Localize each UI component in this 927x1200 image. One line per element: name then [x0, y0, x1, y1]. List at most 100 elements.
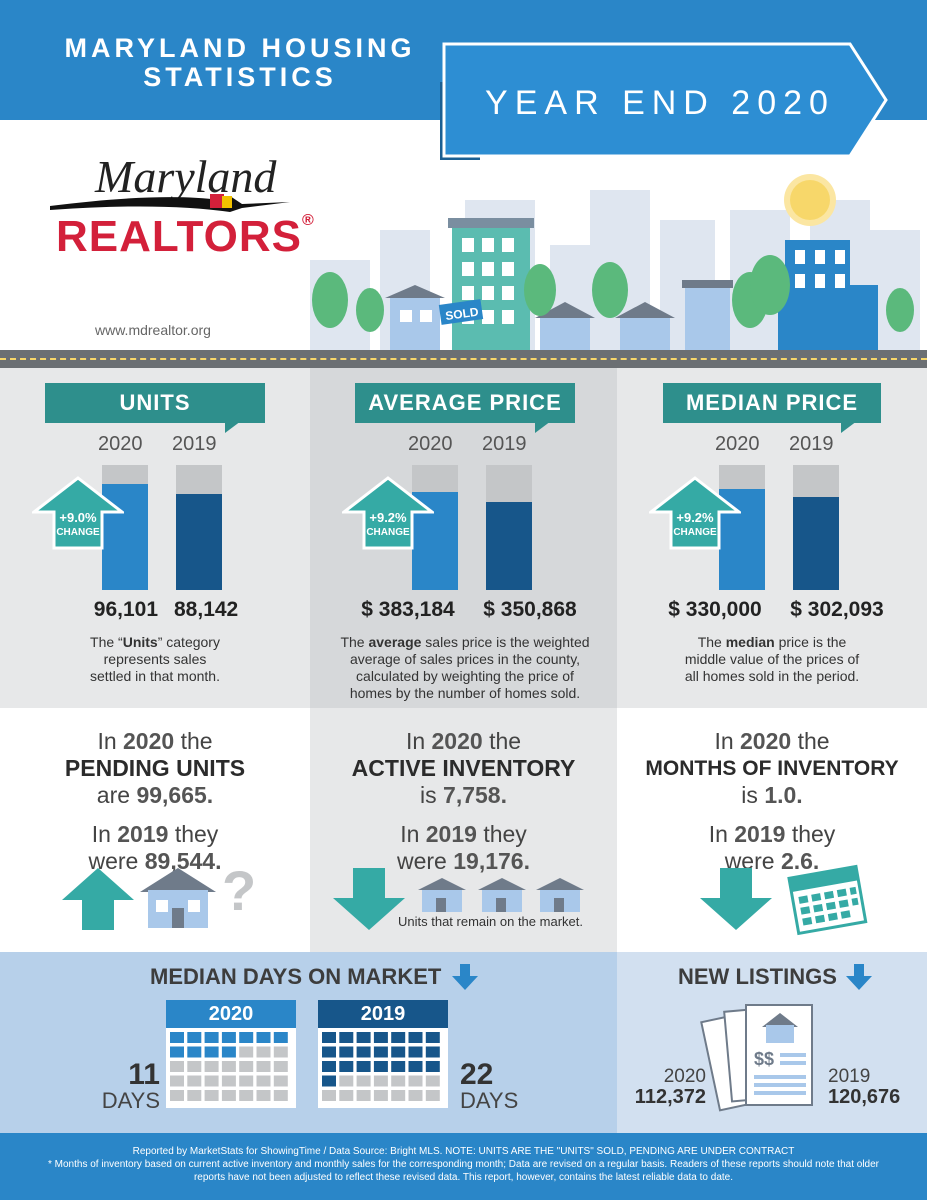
stat-year-2020-2: 2020	[715, 433, 760, 455]
calendar-day	[373, 1061, 388, 1072]
calendar-day	[425, 1090, 440, 1101]
days-on-market-title: MEDIAN DAYS ON MARKET	[150, 964, 442, 989]
calendar-day	[356, 1090, 371, 1101]
new-listings-title: NEW LISTINGS	[678, 964, 837, 989]
calendar-day	[339, 1061, 354, 1072]
stat-desc-line-1-3: homes by the number of homes sold.	[349, 685, 581, 701]
middle-line5-2: were 2.6.	[724, 848, 820, 874]
stat-desc-line-2-0: The median price is the	[697, 634, 847, 650]
calendar-day	[408, 1046, 423, 1058]
stat-value-2020-1: $ 383,184	[361, 598, 455, 621]
change-text-0: +9.0% CHANGE	[56, 510, 100, 538]
days-2019-value: 22	[460, 1058, 494, 1091]
calendar-2019-grid	[322, 1032, 440, 1101]
middle-block-2: In 2020 the MONTHS OF INVENTORY is 1.0. …	[617, 728, 927, 875]
calendar-day	[204, 1061, 219, 1072]
calendar-day	[356, 1061, 371, 1072]
median-price-panel	[617, 368, 927, 708]
svg-text:$$: $$	[754, 1049, 774, 1069]
change-up-arrow-icon-0	[32, 476, 124, 550]
calendar-day	[425, 1061, 440, 1072]
stat-year-2019-2: 2019	[789, 433, 834, 455]
units-panel	[0, 368, 310, 708]
down-arrow-icon	[333, 868, 405, 930]
logo-swoosh	[50, 194, 290, 212]
calendar-day	[239, 1032, 254, 1043]
calendar-day	[273, 1090, 288, 1101]
calendar-day	[356, 1075, 371, 1087]
days-2020-value: 11	[128, 1058, 160, 1091]
calendar-day	[187, 1061, 202, 1072]
logo-main-text: REALTORS®	[56, 212, 315, 261]
calendar-day	[221, 1090, 236, 1101]
days-2020-unit: DAYS	[101, 1088, 160, 1113]
calendar-day	[339, 1090, 354, 1101]
calendar-day	[356, 1032, 371, 1043]
calendar-day	[339, 1046, 354, 1058]
footer-line-2: * Months of inventory based on current a…	[47, 1159, 880, 1170]
up-arrow-icon	[62, 868, 134, 930]
middle-line2-0: PENDING UNITS	[64, 755, 246, 781]
stat-value-2019-1: $ 350,868	[483, 598, 577, 621]
stat-value-2020-2: $ 330,000	[668, 598, 762, 621]
stat-desc-line-1-0: The average sales price is the weighted	[340, 634, 590, 650]
calendar-day	[221, 1075, 236, 1087]
calendar-day	[373, 1032, 388, 1043]
calendar-day	[339, 1075, 354, 1087]
stat-desc-line-2-2: all homes sold in the period.	[684, 668, 860, 684]
middle-line4-0: In 2019 they	[91, 821, 219, 847]
calendar-day	[187, 1046, 202, 1058]
calendar-day	[425, 1032, 440, 1043]
listings-2019-year: 2019	[828, 1066, 871, 1087]
calendar-day	[239, 1075, 254, 1087]
calendar-day	[391, 1075, 406, 1087]
houses-row-icon	[418, 878, 584, 912]
middle-line1-2: In 2020 the	[714, 728, 830, 754]
calendar-day	[204, 1090, 219, 1101]
change-text-1: +9.2% CHANGE	[366, 510, 410, 538]
middle-line5-1: were 19,176.	[397, 848, 530, 874]
calendar-day	[170, 1075, 184, 1087]
website-link[interactable]: www.mdrealtor.org	[95, 322, 211, 338]
middle-block-1: In 2020 the ACTIVE INVENTORY is 7,758. I…	[310, 728, 617, 875]
calendar-day	[408, 1090, 423, 1101]
calendar-day	[391, 1090, 406, 1101]
question-mark-icon: ?	[222, 859, 257, 922]
stat-description-1: The average sales price is the weighted a…	[320, 634, 610, 702]
calendar-day	[187, 1032, 202, 1043]
days-2019-unit: DAYS	[460, 1088, 519, 1113]
stat-bar-2019-2	[793, 497, 839, 590]
calendar-day	[239, 1090, 254, 1101]
middle-line1-1: In 2020 the	[405, 728, 522, 754]
calendar-day	[170, 1090, 184, 1101]
calendar-day	[322, 1046, 336, 1058]
city-skyline-illustration: SOLD	[290, 174, 927, 368]
stat-description-0: The “Units” category represents sales sett…	[10, 634, 300, 685]
title-line-2: STATISTICS	[143, 62, 337, 92]
road-line	[0, 358, 927, 360]
stat-desc-line-0-2: settled in that month.	[90, 668, 220, 684]
listings-2020-value: 112,372	[634, 1086, 706, 1108]
calendar-2020-grid	[170, 1032, 288, 1101]
title-line-1: MARYLAND HOUSING	[64, 33, 416, 63]
calendar-day	[204, 1075, 219, 1087]
sold-sign-text: SOLD	[444, 305, 479, 324]
calendar-day	[204, 1032, 219, 1043]
stat-value-2019-2: $ 302,093	[790, 598, 884, 621]
middle-note-1: Units that remain on the market.	[398, 914, 583, 929]
months-inventory-panel	[617, 708, 927, 952]
stat-desc-line-1-2: calculated by weighting the price of	[356, 668, 574, 684]
calendar-day	[221, 1061, 236, 1072]
listing-documents-icon: $$	[700, 1004, 813, 1112]
middle-line3-1: is 7,758.	[420, 782, 507, 808]
calendar-day	[187, 1090, 202, 1101]
calendar-2020-header: 2020	[166, 1000, 296, 1028]
calendar-day	[256, 1061, 271, 1072]
calendar-day	[256, 1032, 271, 1043]
middle-line3-0: are 99,665.	[96, 782, 214, 808]
calendar-day	[408, 1032, 423, 1043]
stat-desc-line-2-1: middle value of the prices of	[684, 651, 860, 667]
stat-desc-line-0-0: The “Units” category	[90, 634, 220, 650]
calendar-day	[356, 1046, 371, 1058]
days-on-market-panel	[0, 952, 617, 1133]
